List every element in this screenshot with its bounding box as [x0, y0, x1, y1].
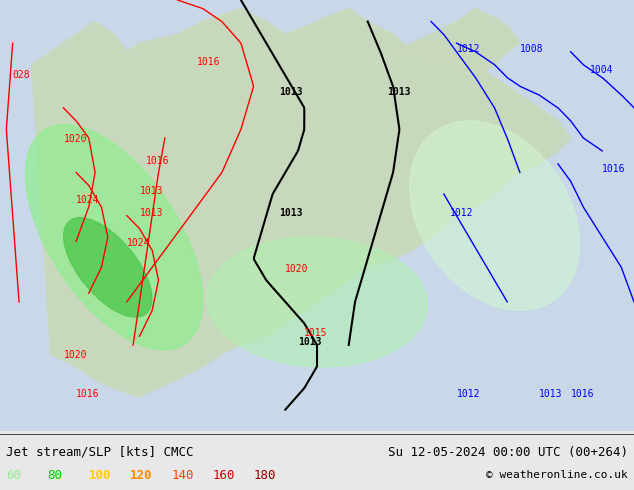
Ellipse shape	[207, 237, 427, 367]
Text: 1016: 1016	[602, 165, 626, 174]
Text: 1016: 1016	[571, 389, 594, 399]
Text: 1020: 1020	[285, 264, 309, 273]
Text: 80: 80	[48, 469, 63, 482]
Text: 1013: 1013	[298, 337, 321, 347]
Text: 1024: 1024	[127, 238, 150, 248]
Ellipse shape	[25, 124, 203, 350]
Text: 180: 180	[254, 469, 276, 482]
Text: 1013: 1013	[279, 87, 302, 97]
Text: 1013: 1013	[279, 208, 302, 218]
Text: 1013: 1013	[139, 186, 163, 196]
Text: 1013: 1013	[139, 208, 163, 218]
Ellipse shape	[410, 121, 579, 310]
Text: 1012: 1012	[456, 44, 480, 54]
Polygon shape	[32, 9, 571, 397]
Text: © weatheronline.co.uk: © weatheronline.co.uk	[486, 470, 628, 480]
Text: 1016: 1016	[197, 57, 220, 67]
Text: 1013: 1013	[539, 389, 562, 399]
Text: 1015: 1015	[304, 328, 328, 338]
Text: 1024: 1024	[76, 195, 100, 205]
Text: 140: 140	[171, 469, 193, 482]
Text: 160: 160	[212, 469, 235, 482]
Text: 1012: 1012	[456, 389, 480, 399]
Text: 028: 028	[13, 70, 30, 79]
Text: 1016: 1016	[146, 156, 169, 166]
Text: Su 12-05-2024 00:00 UTC (00+264): Su 12-05-2024 00:00 UTC (00+264)	[387, 446, 628, 459]
Ellipse shape	[63, 218, 152, 317]
Text: Jet stream/SLP [kts] CMCC: Jet stream/SLP [kts] CMCC	[6, 446, 194, 459]
Text: 1004: 1004	[590, 65, 613, 75]
Text: 60: 60	[6, 469, 22, 482]
Text: 1016: 1016	[76, 389, 100, 399]
Polygon shape	[393, 9, 520, 77]
Text: 1012: 1012	[450, 208, 474, 218]
Text: 100: 100	[89, 469, 111, 482]
Text: 1020: 1020	[63, 134, 87, 144]
Text: 120: 120	[130, 469, 152, 482]
Text: 1008: 1008	[520, 44, 543, 54]
Text: 1013: 1013	[387, 87, 410, 97]
Text: 1020: 1020	[63, 350, 87, 360]
